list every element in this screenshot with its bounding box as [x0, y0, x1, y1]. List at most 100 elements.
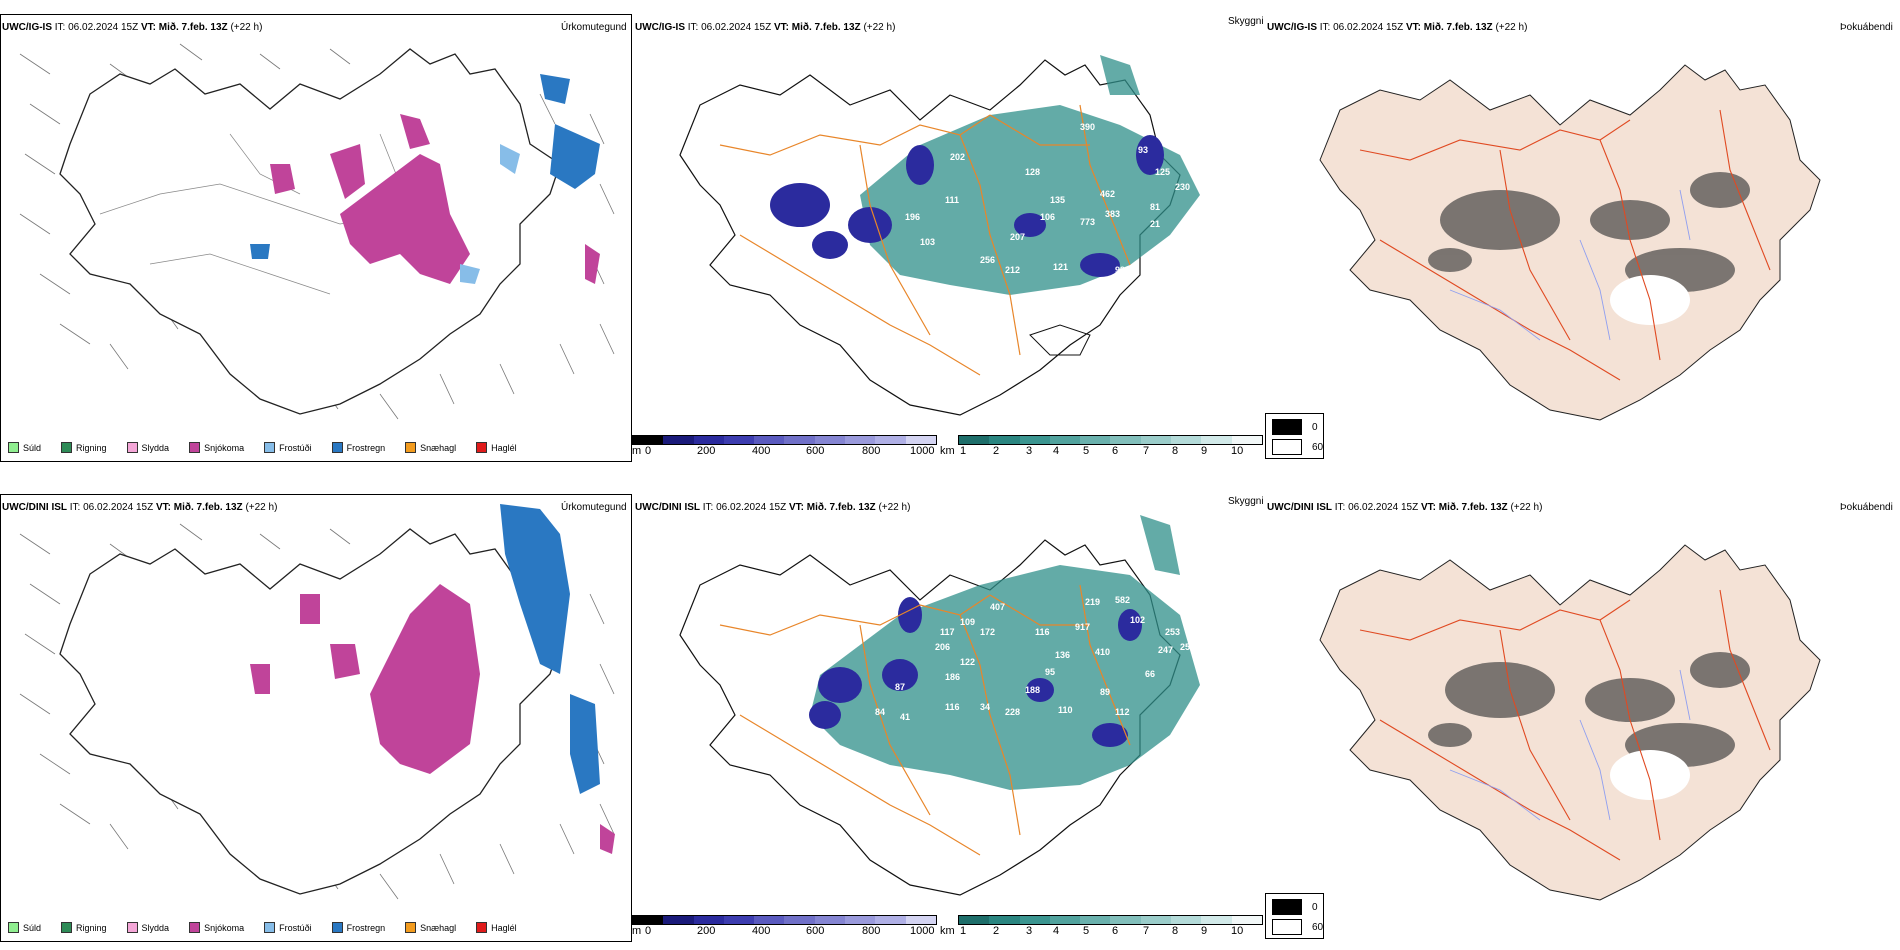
- cloud-scale-unit: m: [632, 925, 642, 937]
- low-visibility-field: [860, 55, 1200, 295]
- panel-header: UWC/DINI ISL IT: 06.02.2024 15Z VT: Mið.…: [2, 502, 278, 513]
- vis-tick: 8: [1172, 925, 1179, 937]
- legend-item: Snjókoma: [189, 442, 244, 453]
- cloud-tick: 200: [697, 445, 716, 457]
- precip-legend: Súld Rigning Slydda Snjókoma Frostúði Fr…: [8, 922, 531, 933]
- svg-text:121: 121: [1053, 262, 1068, 272]
- visibility-scale: [958, 435, 1263, 445]
- panel-header: UWC/DINI ISL IT: 06.02.2024 15Z VT: Mið.…: [635, 502, 911, 513]
- visibility-labels: 219 582 407 102 109 917 253 117 116 410 …: [875, 595, 1195, 722]
- svg-text:186: 186: [945, 672, 960, 682]
- svg-text:106: 106: [1040, 212, 1055, 222]
- cloud-tick: 800: [862, 925, 881, 937]
- legend-item: Frostúði: [264, 442, 312, 453]
- svg-text:256: 256: [980, 255, 995, 265]
- vis-tick: 10: [1231, 925, 1244, 937]
- visibility-scale: [958, 915, 1263, 925]
- rivers: [1449, 189, 1691, 341]
- svg-text:135: 135: [1050, 195, 1065, 205]
- iceland-outline: [1319, 64, 1821, 421]
- fog-title: Þokuábendi: [1840, 22, 1893, 33]
- fog-map: [1319, 64, 1821, 421]
- vis-tick: 4: [1053, 925, 1060, 937]
- svg-text:110: 110: [1058, 705, 1073, 715]
- svg-text:109: 109: [960, 617, 975, 627]
- svg-text:219: 219: [1085, 597, 1100, 607]
- svg-text:136: 136: [1055, 650, 1070, 660]
- legend-item: Snæhagl: [405, 442, 456, 453]
- precip-panel-frame: [0, 14, 632, 462]
- cloud-tick: 200: [697, 925, 716, 937]
- vis-tick: 7: [1143, 925, 1150, 937]
- legend-item: Rigning: [61, 442, 107, 453]
- svg-text:230: 230: [1175, 182, 1190, 192]
- precip-map: [19, 43, 615, 420]
- svg-text:128: 128: [1025, 167, 1040, 177]
- visibility-map: 219 582 407 102 109 917 253 117 116 410 …: [679, 515, 1200, 896]
- svg-text:116: 116: [945, 702, 960, 712]
- legend-item: Haglél: [476, 922, 517, 933]
- svg-text:34: 34: [980, 702, 990, 712]
- cloud-scale-unit: m: [632, 445, 642, 457]
- fog-index-dark: [1428, 652, 1750, 767]
- svg-text:253: 253: [1165, 627, 1180, 637]
- vis-tick: 4: [1053, 445, 1060, 457]
- iceland-outline: [59, 528, 561, 895]
- svg-text:122: 122: [960, 657, 975, 667]
- vis-tick: 6: [1112, 925, 1119, 937]
- svg-text:212: 212: [1005, 265, 1020, 275]
- svg-text:172: 172: [980, 627, 995, 637]
- svg-text:102: 102: [1130, 615, 1145, 625]
- svg-text:206: 206: [935, 642, 950, 652]
- svg-text:87: 87: [895, 682, 905, 692]
- fog-index-light: [1610, 750, 1690, 800]
- vis-tick: 2: [993, 445, 1000, 457]
- svg-text:41: 41: [900, 712, 910, 722]
- low-visibility-field: [810, 515, 1200, 790]
- legend-item: Slydda: [126, 442, 169, 453]
- panel-header: UWC/DINI ISL IT: 06.02.2024 15Z VT: Mið.…: [1267, 502, 1543, 513]
- roads: [719, 104, 1131, 376]
- iceland-outline: [59, 48, 561, 415]
- cloud-tick: 1000: [910, 445, 935, 457]
- legend-item: Súld: [8, 922, 41, 933]
- panel-header: UWC/IG-IS IT: 06.02.2024 15Z VT: Mið. 7.…: [635, 22, 896, 33]
- cloud-tick: 400: [752, 445, 771, 457]
- vis-scale-unit: km: [940, 445, 955, 457]
- vis-tick: 8: [1172, 445, 1179, 457]
- freezing-rain-areas: [250, 74, 600, 259]
- vis-tick: 9: [1201, 925, 1208, 937]
- vis-tick: 1: [960, 445, 967, 457]
- precip-title: Úrkomutegund: [561, 22, 627, 33]
- cloud-tick: 600: [806, 925, 825, 937]
- roads: [1359, 589, 1771, 861]
- freezing-rain-areas: [500, 504, 600, 794]
- vis-tick: 3: [1026, 925, 1033, 937]
- legend-item: Snjókoma: [189, 922, 244, 933]
- cloud-base-scale: [632, 915, 937, 925]
- fog-title: Þokuábendi: [1840, 502, 1893, 513]
- panel-header: UWC/IG-IS IT: 06.02.2024 15Z VT: Mið. 7.…: [2, 22, 263, 33]
- cloud-tick: 0: [645, 925, 652, 937]
- visibility-labels: 390 93 202 128 125 135 462 230 111 196 1…: [860, 122, 1190, 275]
- legend-item: Snæhagl: [405, 922, 456, 933]
- svg-text:582: 582: [1115, 595, 1130, 605]
- panel-header: UWC/IG-IS IT: 06.02.2024 15Z VT: Mið. 7.…: [1267, 22, 1528, 33]
- visibility-title: Skyggni: [1228, 496, 1264, 507]
- row-1: UWC/IG-IS IT: 06.02.2024 15Z VT: Mið. 7.…: [0, 0, 1900, 465]
- svg-text:462: 462: [1100, 189, 1115, 199]
- svg-text:390: 390: [1080, 122, 1095, 132]
- legend-item: Haglél: [476, 442, 517, 453]
- svg-text:99: 99: [1115, 265, 1125, 275]
- svg-text:93: 93: [1138, 145, 1148, 155]
- svg-text:202: 202: [950, 152, 965, 162]
- precip-map: [19, 504, 615, 900]
- vis-tick: 2: [993, 925, 1000, 937]
- legend-item: Slydda: [126, 922, 169, 933]
- svg-text:917: 917: [1075, 622, 1090, 632]
- roads: [719, 584, 1131, 856]
- svg-text:84: 84: [875, 707, 885, 717]
- legend-item: Súld: [8, 442, 41, 453]
- vis-tick: 5: [1083, 445, 1090, 457]
- low-cloud-spots: [809, 597, 1142, 747]
